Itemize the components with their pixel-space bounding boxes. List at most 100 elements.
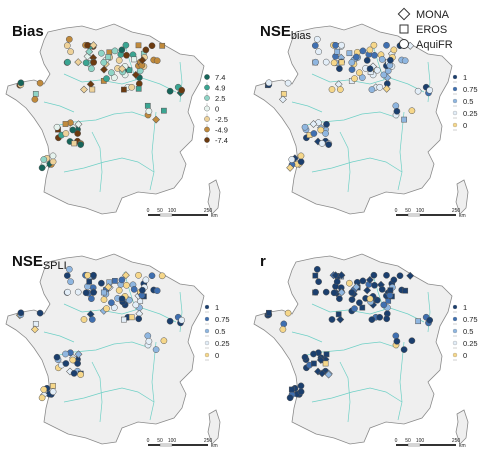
legend-label: 0.5 bbox=[463, 327, 473, 336]
station-square-marker bbox=[137, 298, 144, 304]
river-line bbox=[63, 73, 177, 93]
station-circle-marker bbox=[123, 281, 130, 289]
station-circle-marker bbox=[77, 371, 84, 378]
station-circle-marker bbox=[312, 58, 319, 66]
legend-label: 1 bbox=[215, 303, 219, 312]
legend-label: 1 bbox=[463, 73, 467, 82]
station-circle-marker bbox=[348, 289, 356, 296]
station-circle-marker bbox=[166, 87, 174, 95]
scale-bar-tick-label: 250 bbox=[204, 208, 213, 214]
station-square-marker bbox=[359, 304, 366, 311]
station-circle-marker bbox=[310, 130, 318, 137]
station-circle-marker bbox=[135, 271, 142, 279]
river-line bbox=[149, 111, 157, 191]
river-line bbox=[291, 101, 323, 113]
station-square-marker bbox=[89, 86, 96, 93]
station-circle-marker bbox=[336, 86, 344, 93]
station-circle-marker bbox=[166, 317, 174, 325]
station-circle-marker bbox=[383, 271, 390, 279]
station-square-marker bbox=[106, 49, 113, 56]
river-line bbox=[43, 101, 75, 113]
legend-label: 1 bbox=[463, 303, 467, 312]
legend-label: 0.25 bbox=[215, 339, 230, 348]
station-circle-marker bbox=[100, 59, 108, 66]
legend-swatch bbox=[204, 84, 210, 91]
station-circle-marker bbox=[348, 296, 356, 303]
station-circle-marker bbox=[62, 360, 70, 367]
scale-bar-segment bbox=[396, 214, 408, 216]
station-circle-marker bbox=[90, 289, 97, 296]
station-circle-marker bbox=[49, 152, 57, 160]
station-circle-marker bbox=[352, 53, 360, 61]
station-circle-marker bbox=[297, 158, 305, 166]
color-legend: 7.4 4.92.5 0-2.5 -4.9-7.4 bbox=[204, 73, 228, 148]
station-circle-marker bbox=[62, 130, 70, 137]
station-circle-marker bbox=[49, 158, 57, 166]
station-diamond-marker bbox=[89, 41, 98, 50]
station-diamond-marker bbox=[104, 283, 113, 291]
station-diamond-marker bbox=[100, 65, 108, 74]
scale-bar-tick-label: 50 bbox=[405, 438, 411, 444]
station-circle-marker bbox=[65, 265, 73, 273]
scale-bar-segment bbox=[148, 214, 160, 216]
station-circle-marker bbox=[118, 46, 126, 54]
station-circle-marker bbox=[359, 277, 367, 285]
legend-swatch bbox=[452, 110, 458, 116]
legend-label: 0.25 bbox=[463, 109, 478, 118]
station-circle-marker bbox=[376, 83, 384, 91]
france-outline bbox=[253, 253, 453, 445]
station-circle-marker bbox=[98, 279, 105, 287]
station-circle-marker bbox=[351, 305, 358, 312]
river-line bbox=[311, 387, 403, 403]
station-circle-marker bbox=[160, 337, 168, 345]
legend-swatch bbox=[452, 98, 458, 104]
legend-label: -2.5 bbox=[215, 115, 228, 124]
station-circle-marker bbox=[376, 313, 384, 321]
station-circle-marker bbox=[128, 83, 136, 91]
scale-bar-unit: km bbox=[211, 213, 218, 219]
scale-bar-tick-label: 250 bbox=[204, 438, 213, 444]
scale-bar-tick-label: 0 bbox=[395, 438, 398, 444]
station-circle-marker bbox=[336, 295, 343, 303]
station-circle-marker bbox=[301, 353, 309, 361]
station-square-marker bbox=[159, 42, 166, 49]
station-square-marker bbox=[288, 386, 295, 393]
station-circle-marker bbox=[122, 41, 130, 49]
station-circle-marker bbox=[118, 276, 126, 284]
station-circle-marker bbox=[67, 48, 74, 56]
station-circle-marker bbox=[325, 141, 332, 148]
station-diamond-marker bbox=[80, 85, 88, 94]
station-circle-marker bbox=[393, 337, 401, 345]
station-circle-marker bbox=[366, 46, 374, 54]
station-circle-marker bbox=[280, 320, 288, 328]
station-circle-marker bbox=[390, 276, 398, 284]
station-circle-marker bbox=[153, 57, 161, 65]
scale-bar-segment bbox=[172, 214, 208, 216]
station-square-marker bbox=[50, 383, 56, 389]
station-circle-marker bbox=[328, 86, 336, 93]
station-square-marker bbox=[338, 59, 345, 66]
station-circle-marker bbox=[77, 141, 84, 148]
station-circle-marker bbox=[90, 271, 97, 279]
scale-bar-unit: km bbox=[211, 443, 218, 449]
river-line bbox=[149, 341, 157, 421]
station-square-marker bbox=[415, 318, 421, 325]
station-diamond-marker bbox=[336, 315, 345, 324]
station-square-marker bbox=[71, 140, 77, 147]
station-circle-marker bbox=[74, 360, 81, 367]
station-circle-marker bbox=[36, 79, 44, 87]
station-circle-marker bbox=[368, 316, 376, 323]
station-circle-marker bbox=[88, 65, 95, 73]
station-circle-marker bbox=[100, 296, 108, 303]
station-circle-marker bbox=[49, 388, 57, 396]
legend-label: 7.4 bbox=[215, 73, 225, 82]
station-circle-marker bbox=[70, 370, 78, 377]
legend-circle-icon bbox=[399, 39, 409, 49]
station-circle-marker bbox=[108, 299, 115, 307]
legend-swatch bbox=[204, 340, 210, 346]
station-circle-marker bbox=[378, 56, 386, 63]
station-square-marker bbox=[128, 314, 135, 321]
station-circle-marker bbox=[63, 42, 71, 49]
